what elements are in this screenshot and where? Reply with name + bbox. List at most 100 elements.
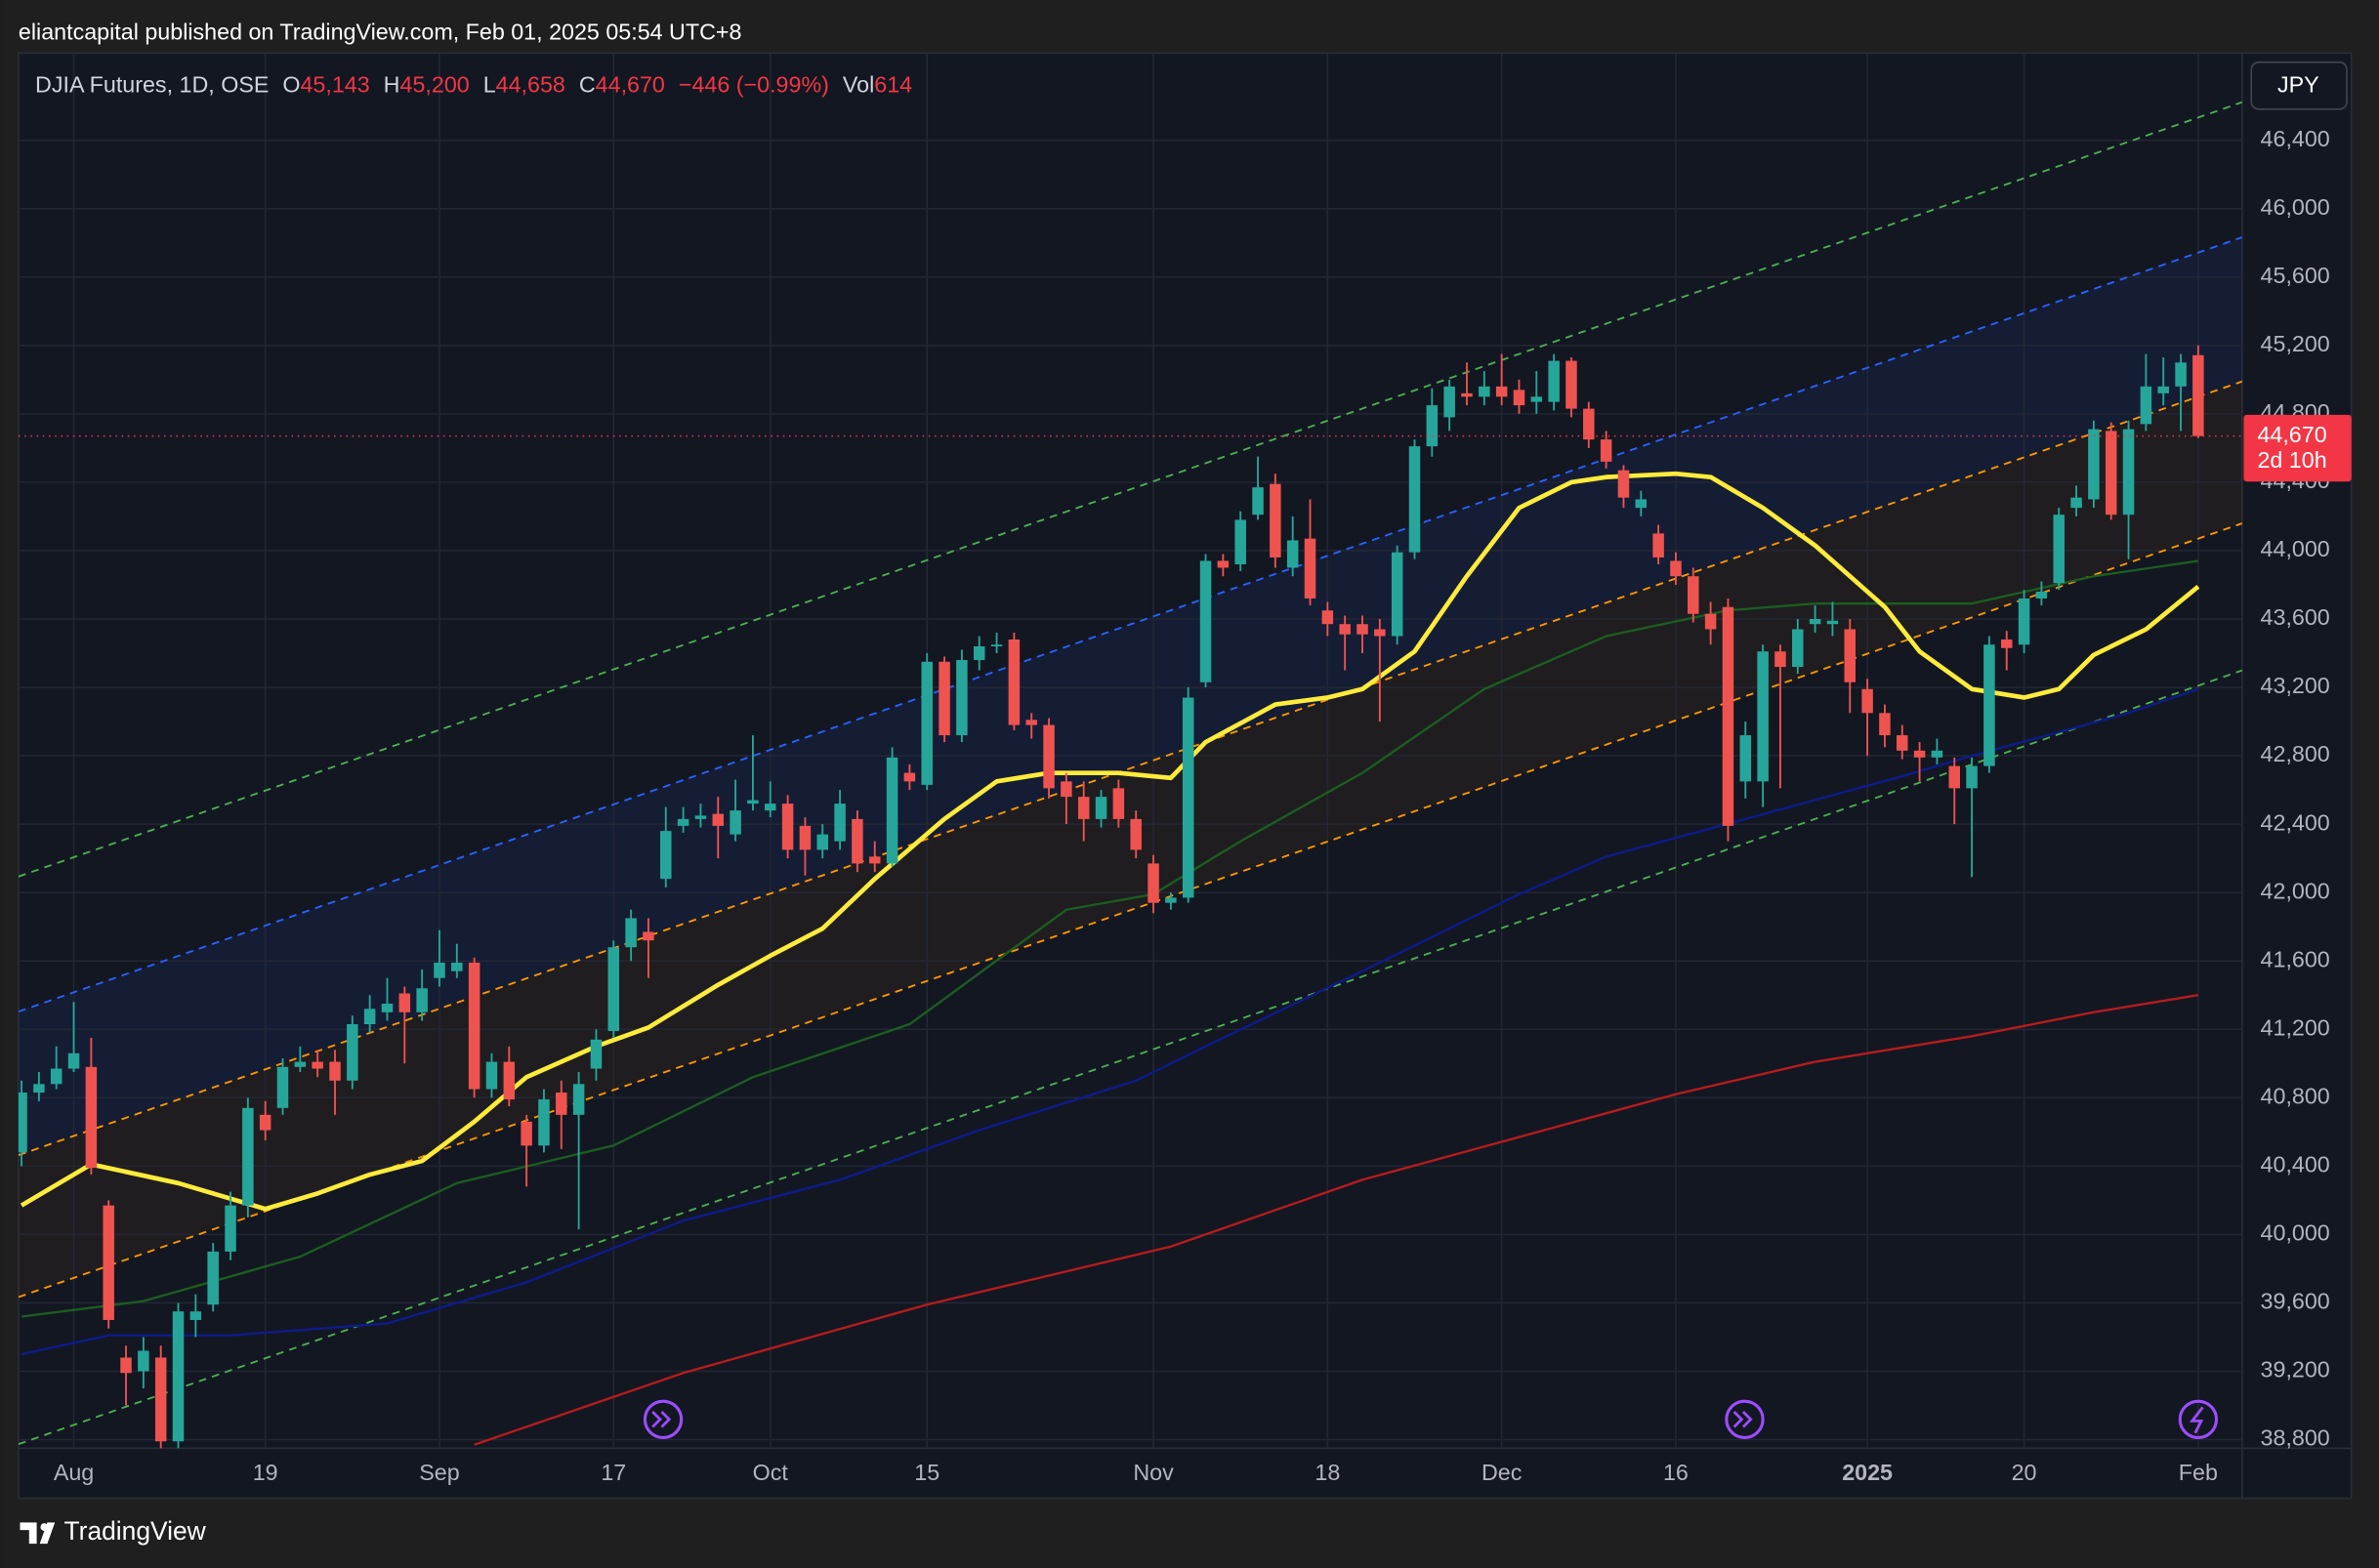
- candle-body: [259, 1114, 271, 1131]
- candle-body: [2088, 429, 2100, 500]
- candle-body: [120, 1357, 132, 1374]
- channel-line: [18, 669, 2242, 1446]
- candle-body: [1043, 724, 1055, 789]
- legend-label: C: [579, 72, 596, 98]
- candle-body: [607, 947, 620, 1032]
- legend-label: O: [282, 72, 300, 98]
- candle-body: [434, 962, 445, 978]
- candle-body: [1148, 863, 1159, 903]
- channel-line: [18, 522, 2242, 1299]
- candles: [18, 345, 2242, 1449]
- event-icon[interactable]: [2178, 1399, 2219, 1439]
- candle-body: [1861, 688, 1873, 714]
- candle-body: [1426, 405, 1439, 447]
- y-tick-label: 46,400: [2261, 126, 2330, 151]
- legend-label: L: [483, 72, 496, 98]
- y-tick-label: 39,200: [2261, 1357, 2330, 1382]
- legend-label: H: [384, 72, 400, 98]
- x-tick-label: Oct: [753, 1460, 789, 1485]
- y-tick-label: 43,200: [2261, 673, 2330, 698]
- candle-body: [781, 804, 794, 850]
- candle-body: [1391, 552, 1403, 637]
- candle-body: [956, 660, 968, 736]
- legend-value: 45,200: [400, 72, 470, 98]
- candle-body: [1234, 519, 1246, 564]
- y-tick-label: 42,400: [2261, 809, 2330, 835]
- event-icons: [643, 1399, 2219, 1439]
- y-tick-label: 39,600: [2261, 1289, 2330, 1314]
- candle-body: [1670, 560, 1682, 577]
- candle-body: [1408, 446, 1421, 553]
- brand: TradingView: [20, 1516, 207, 1546]
- candle-body: [381, 1003, 394, 1012]
- candle-body: [973, 646, 985, 661]
- y-tick-label: 44,000: [2261, 536, 2330, 561]
- candle-body: [1966, 765, 1978, 789]
- x-tick-label: Sep: [419, 1460, 459, 1485]
- candle-body: [1931, 750, 1943, 758]
- legend-change: −446 (−0.99%): [679, 72, 829, 98]
- candle-body: [1530, 396, 1543, 402]
- candle-body: [1722, 606, 1734, 826]
- channel-fill: [18, 237, 2242, 1156]
- candle-body: [1479, 386, 1490, 397]
- candle-body: [939, 661, 950, 736]
- candle-body: [2192, 354, 2204, 436]
- candle-body: [451, 962, 463, 971]
- candle-body: [1374, 629, 1386, 637]
- last-price-label: 44,670: [2257, 422, 2326, 447]
- x-tick-label: Aug: [54, 1460, 94, 1485]
- moving-average: [21, 559, 2199, 1318]
- event-icon[interactable]: [643, 1399, 684, 1439]
- candle-body: [468, 962, 480, 1090]
- candle-body: [1270, 483, 1281, 557]
- candle-body: [2000, 640, 2013, 648]
- moving-average: [20, 471, 2200, 1212]
- candle-body: [886, 757, 898, 864]
- candle-body: [1217, 560, 1230, 568]
- moving-average: [21, 687, 2199, 1356]
- publisher-line: eliantcapital published on TradingView.c…: [19, 19, 742, 44]
- candle-body: [1339, 624, 1351, 635]
- candle-body: [1165, 897, 1177, 903]
- candle-body: [677, 818, 689, 826]
- candle-body: [1286, 540, 1299, 568]
- x-tick-label: 15: [914, 1460, 939, 1485]
- candle-body: [363, 1009, 376, 1025]
- brand-logo-dot: [40, 1523, 49, 1531]
- y-tick-label: 40,000: [2261, 1220, 2330, 1246]
- candle-body: [1739, 735, 1752, 782]
- candle-body: [643, 931, 654, 941]
- channel-fill: [18, 381, 2242, 1298]
- candle-body: [1704, 613, 1717, 630]
- y-tick-label: 43,600: [2261, 604, 2330, 630]
- candle-body: [538, 1099, 550, 1146]
- candle-body: [1182, 697, 1194, 898]
- candle-body: [990, 644, 1003, 647]
- x-tick-label: 19: [253, 1460, 278, 1485]
- candle-body: [712, 813, 725, 826]
- event-icon[interactable]: [1725, 1399, 1765, 1439]
- legend-value: 44,658: [496, 72, 565, 98]
- channel-line: [18, 101, 2242, 878]
- candle-body: [1199, 560, 1212, 682]
- candle-body: [2175, 362, 2187, 387]
- candle-body: [294, 1061, 307, 1067]
- currency-label[interactable]: JPY: [2277, 72, 2319, 98]
- candle-body: [730, 810, 741, 835]
- candle-body: [1652, 533, 1664, 557]
- legend-value: 614: [874, 72, 912, 98]
- candle-body: [1844, 629, 1857, 682]
- candle-body: [816, 834, 828, 850]
- channel-line: [18, 236, 2242, 1012]
- candle-body: [765, 804, 776, 811]
- candle-body: [1948, 765, 1960, 789]
- event-icon-glyph: [2189, 1406, 2204, 1434]
- y-tick-label: 46,000: [2261, 194, 2330, 220]
- currency-button[interactable]: [2250, 61, 2348, 110]
- candle-body: [1913, 750, 1926, 758]
- candle-body: [347, 1024, 358, 1081]
- candle-body: [2105, 431, 2117, 516]
- moving-averages: [20, 471, 2200, 1446]
